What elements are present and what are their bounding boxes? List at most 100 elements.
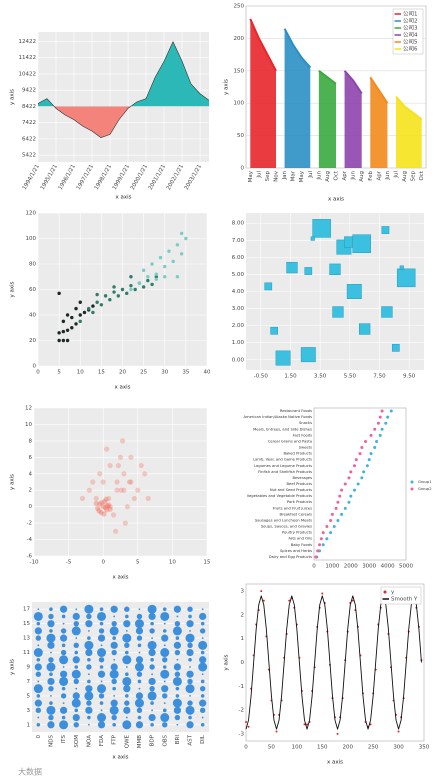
y-tick-label: Baked Products [284,452,313,456]
point [115,462,122,469]
balloon [37,608,40,611]
balloon [150,621,154,626]
balloon [34,663,42,671]
balloon [112,686,116,691]
balloon [200,694,205,698]
balloon [48,714,54,721]
point [122,520,128,526]
balloon [100,709,103,712]
x-tick-label: Jul [308,171,314,179]
point [119,438,126,444]
line [245,595,422,730]
balloon [162,665,167,669]
point [126,479,133,485]
balloon [162,708,167,713]
balloon [112,722,116,727]
dot [375,439,379,443]
balloon [86,613,92,620]
balloon [37,716,40,719]
x-tick-label: NOA [86,735,92,747]
point [163,275,167,279]
balloon [188,715,192,720]
balloon [35,635,42,641]
point [70,315,74,320]
balloon [99,607,104,612]
balloon [135,692,144,700]
legend-swatch [410,487,414,491]
y-tick-label: Breakfast Cereals [280,512,313,516]
x-tick-label: 5000 [399,564,413,570]
point [158,255,163,260]
y-tick-label: American Indian/Alaska Native Foods [244,415,313,419]
point [106,495,112,502]
balloon [201,716,204,719]
balloon [99,621,104,626]
dot [336,500,340,504]
balloon [163,644,166,647]
dot [343,482,347,486]
y-tick-label: Restaurant Foods [280,409,312,413]
y-tick-label: Cereal Grains and Pasta [268,439,312,443]
balloon [176,658,179,661]
balloon [124,606,130,612]
y-tick-label: Baby Foods [291,543,312,547]
balloon [188,614,192,619]
dot [369,452,373,456]
y-tick-label: 0.00 [232,357,245,363]
point [116,294,120,298]
y-tick-label: Meals, Entrees, and Side Dishes [253,427,312,431]
legend-label: 公司3 [403,25,418,32]
x-tick-label: 10 [169,560,176,566]
y-tick-label: Pork Products [287,500,312,504]
x-tick-label: 0 [36,735,42,739]
dot [352,488,356,492]
y-tick-label: Dairy and Egg Products [269,555,312,559]
point [135,487,141,493]
balloon [72,612,80,621]
balloon [149,628,155,634]
point [57,338,61,343]
balloon [189,694,191,697]
point [107,504,113,510]
point [171,259,175,264]
balloon [99,701,104,705]
balloon [100,680,103,683]
balloon [148,713,156,722]
area-above [38,41,209,107]
x-tick-label: 0 [101,560,105,566]
balloon [125,672,129,677]
y-tick-label: 2 [29,488,33,494]
bubble [275,350,291,366]
x-tick-label: Jun [385,170,391,180]
balloon [125,666,128,668]
dot [352,464,356,468]
balloon [199,628,206,634]
balloon [112,636,116,640]
plot-area [313,407,407,561]
y-tick-label: 60 [29,287,36,293]
balloon [59,720,69,730]
point [154,277,158,281]
point [118,487,124,493]
y-tick-label: 15 [23,621,30,627]
y-tick-label: Spices and Herbs [280,549,312,553]
balloon [60,649,67,656]
x-tick-label: 3.50 [314,374,327,380]
balloon [61,715,66,720]
balloon [199,707,206,714]
balloon [198,662,208,672]
point [121,471,127,477]
dot [318,543,322,547]
legend-box [392,8,424,55]
point [245,720,247,723]
x-axis-title: x axis [327,760,343,766]
x-tick-label: 2000 [344,564,358,570]
dot [334,506,338,510]
balloon [85,620,93,628]
point [104,503,110,509]
point [167,249,171,253]
area-edge [249,18,277,72]
x-tick-label: Aug [325,171,331,182]
dot [347,500,351,504]
point [78,319,82,324]
